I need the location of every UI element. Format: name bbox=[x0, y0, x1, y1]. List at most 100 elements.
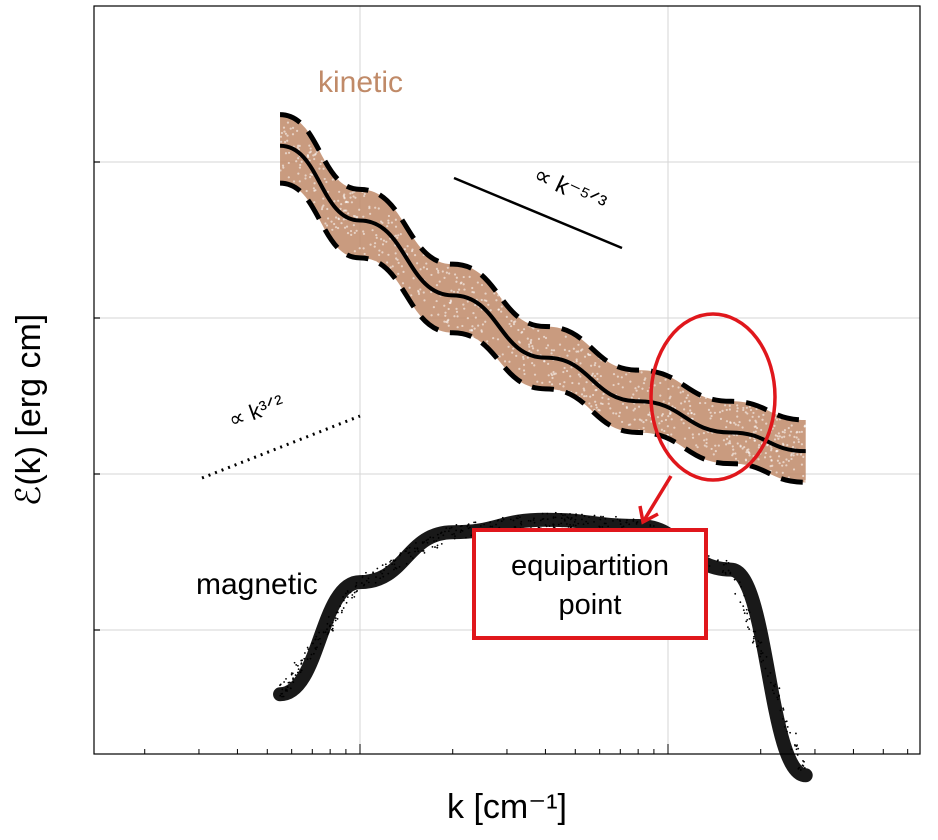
magnetic-speckle bbox=[749, 618, 751, 620]
kinetic-speckle bbox=[761, 419, 763, 421]
kinetic-speckle bbox=[583, 389, 585, 391]
kinetic-speckle bbox=[568, 350, 570, 352]
kinetic-label: kinetic bbox=[318, 66, 403, 99]
magnetic-speckle bbox=[292, 672, 294, 674]
kinetic-speckle bbox=[564, 349, 566, 351]
kinetic-speckle bbox=[641, 388, 643, 390]
kinetic-speckle bbox=[304, 177, 306, 179]
magnetic-speckle bbox=[441, 543, 443, 545]
kinetic-speckle bbox=[351, 192, 353, 194]
magnetic-speckle bbox=[740, 586, 742, 588]
magnetic-speckle bbox=[625, 521, 627, 523]
magnetic-speckle bbox=[564, 518, 566, 520]
magnetic-speckle bbox=[307, 647, 309, 649]
kinetic-speckle bbox=[774, 438, 776, 440]
magnetic-label: magnetic bbox=[196, 568, 318, 601]
kinetic-speckle bbox=[486, 340, 488, 342]
kinetic-speckle bbox=[415, 233, 417, 235]
magnetic-speckle bbox=[454, 535, 456, 537]
kinetic-speckle bbox=[661, 420, 663, 422]
kinetic-speckle bbox=[641, 371, 643, 373]
kinetic-speckle bbox=[578, 382, 580, 384]
kinetic-speckle bbox=[414, 254, 416, 256]
magnetic-speckle bbox=[623, 526, 625, 528]
kinetic-speckle bbox=[386, 225, 388, 227]
kinetic-speckle bbox=[601, 403, 603, 405]
kinetic-speckle bbox=[784, 431, 786, 433]
magnetic-speckle bbox=[762, 652, 764, 654]
magnetic-speckle bbox=[335, 617, 337, 619]
magnetic-speckle bbox=[300, 671, 302, 673]
kinetic-speckle bbox=[608, 360, 610, 362]
magnetic-speckle bbox=[313, 653, 315, 655]
kinetic-speckle bbox=[435, 254, 437, 256]
magnetic-speckle bbox=[437, 545, 439, 547]
kinetic-speckle bbox=[514, 320, 516, 322]
kinetic-speckle bbox=[353, 215, 355, 217]
kinetic-speckle bbox=[638, 406, 640, 408]
kinetic-speckle bbox=[527, 338, 529, 340]
kinetic-speckle bbox=[711, 448, 713, 450]
kinetic-speckle bbox=[463, 288, 465, 290]
kinetic-speckle bbox=[533, 364, 535, 366]
magnetic-speckle bbox=[363, 584, 365, 586]
kinetic-speckle bbox=[784, 429, 786, 431]
kinetic-speckle bbox=[299, 180, 301, 182]
ref-line-label-kazantsev: ∝ k³ᐟ² bbox=[225, 390, 287, 433]
kinetic-speckle bbox=[736, 404, 738, 406]
kinetic-speckle bbox=[590, 365, 592, 367]
kinetic-speckle bbox=[378, 267, 380, 269]
magnetic-speckle bbox=[393, 560, 395, 562]
kinetic-speckle bbox=[299, 164, 301, 166]
magnetic-speckle bbox=[734, 593, 736, 595]
magnetic-speckle bbox=[368, 578, 370, 580]
kinetic-speckle bbox=[531, 345, 533, 347]
magnetic-speckle bbox=[528, 520, 530, 522]
kinetic-speckle bbox=[288, 152, 290, 154]
kinetic-speckle bbox=[386, 261, 388, 263]
kinetic-speckle bbox=[314, 154, 316, 156]
kinetic-speckle bbox=[481, 284, 483, 286]
magnetic-speckle bbox=[332, 622, 334, 624]
kinetic-speckle bbox=[292, 127, 294, 129]
kinetic-speckle bbox=[726, 409, 728, 411]
kinetic-speckle bbox=[654, 384, 656, 386]
magnetic-speckle bbox=[433, 540, 435, 542]
kinetic-speckle bbox=[445, 261, 447, 263]
kinetic-speckle bbox=[523, 364, 525, 366]
kinetic-speckle bbox=[335, 216, 337, 218]
magnetic-speckle bbox=[780, 710, 782, 712]
magnetic-speckle bbox=[745, 620, 747, 622]
magnetic-speckle bbox=[301, 659, 303, 661]
kinetic-speckle bbox=[314, 189, 316, 191]
kinetic-speckle bbox=[737, 424, 739, 426]
kinetic-speckle bbox=[642, 421, 644, 423]
kinetic-speckle bbox=[423, 266, 425, 268]
kinetic-speckle bbox=[549, 381, 551, 383]
kinetic-speckle bbox=[659, 382, 661, 384]
kinetic-speckle bbox=[449, 302, 451, 304]
kinetic-speckle bbox=[523, 369, 525, 371]
kinetic-speckle bbox=[782, 472, 784, 474]
magnetic-speckle bbox=[617, 518, 619, 520]
kinetic-speckle bbox=[430, 274, 432, 276]
magnetic-speckle bbox=[803, 761, 805, 763]
kinetic-speckle bbox=[374, 207, 376, 209]
kinetic-speckle bbox=[798, 431, 800, 433]
kinetic-speckle bbox=[566, 354, 568, 356]
kinetic-speckle bbox=[469, 276, 471, 278]
kinetic-speckle bbox=[350, 230, 352, 232]
kinetic-speckle bbox=[777, 435, 779, 437]
kinetic-speckle bbox=[313, 201, 315, 203]
magnetic-speckle bbox=[779, 687, 781, 689]
kinetic-speckle bbox=[742, 447, 744, 449]
kinetic-speckle bbox=[804, 480, 806, 482]
kinetic-speckle bbox=[682, 390, 684, 392]
kinetic-speckle bbox=[412, 277, 414, 279]
magnetic-speckle bbox=[382, 576, 384, 578]
magnetic-speckle bbox=[455, 530, 457, 532]
magnetic-speckle bbox=[462, 530, 464, 532]
magnetic-speckle bbox=[347, 590, 349, 592]
kinetic-speckle bbox=[545, 337, 547, 339]
magnetic-speckle bbox=[301, 662, 303, 664]
